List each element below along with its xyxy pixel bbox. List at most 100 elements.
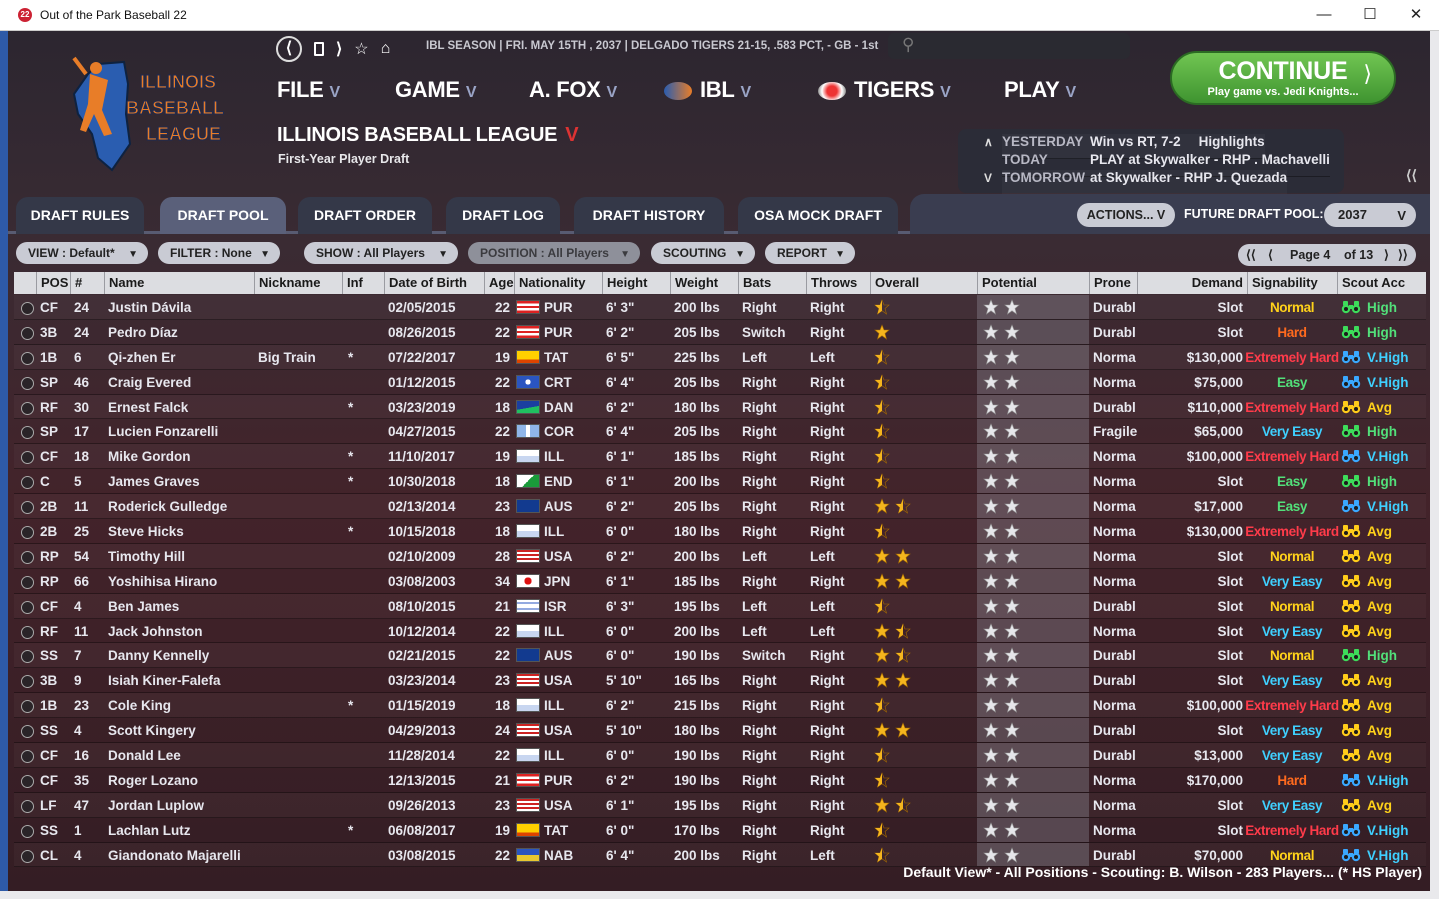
row-select-radio[interactable] [21,774,34,788]
menu-play[interactable]: PLAY V [1004,77,1076,103]
row-select-radio[interactable] [21,849,34,863]
row-select-radio[interactable] [21,700,34,714]
table-row[interactable]: 1B 6 Qi-zhen Er Big Train * 07/22/2017 19 TAT 6'… [14,344,1426,370]
highlights-link[interactable]: Highlights [1198,134,1265,149]
row-select-radio[interactable] [21,799,34,813]
tab-osa-mock-draft[interactable]: OSA MOCK DRAFT [738,197,898,234]
table-row[interactable]: RP 54 Timothy Hill 02/10/2009 28 USA 6' 2" 200 … [14,543,1426,569]
column-inf[interactable]: Inf [342,272,384,294]
tab-draft-rules[interactable]: DRAFT RULES [16,197,144,234]
table-row[interactable]: CF 18 Mike Gordon * 11/10/2017 19 ILL 6' 1" 185 … [14,444,1426,470]
actions-dropdown[interactable]: ACTIONS... V [1077,203,1175,227]
position-dropdown[interactable]: POSITION : All Players ▼ [468,242,640,264]
table-row[interactable]: 1B 23 Cole King * 01/15/2019 18 ILL 6' 2" 215 lb… [14,693,1426,719]
league-title[interactable]: ILLINOIS BASEBALL LEAGUE V [277,124,579,147]
cell-name[interactable]: Ben James [108,598,180,614]
cell-name[interactable]: Timothy Hill [108,548,186,564]
row-select-radio[interactable] [21,824,34,838]
cell-name[interactable]: Roger Lozano [108,772,198,788]
home-icon[interactable]: ⌂ [380,40,391,57]
prev-page-icon[interactable]: ⟨ [1268,248,1273,262]
column-height[interactable]: Height [602,272,670,294]
chevron-down-icon[interactable]: V [984,171,993,185]
table-row[interactable]: SP 46 Craig Evered 01/12/2015 22 CRT 6' 4" 205 … [14,369,1426,395]
report-dropdown[interactable]: REPORT ▼ [765,242,855,264]
row-select-radio[interactable] [21,675,34,689]
last-page-icon[interactable]: ⟩⟩ [1398,248,1408,262]
column-scout-acc[interactable]: Scout Acc [1337,272,1426,294]
row-select-radio[interactable] [21,351,34,365]
table-row[interactable]: LF 47 Jordan Luplow 09/26/2013 23 USA 6' 1" 195… [14,792,1426,818]
menu-league[interactable]: IBL V [664,77,751,103]
row-select-radio[interactable] [21,302,34,315]
column-dob[interactable]: Date of Birth [384,272,484,294]
column-age[interactable]: Age [484,272,514,294]
cell-name[interactable]: Scott Kingery [108,723,196,739]
column-signability[interactable]: Signability [1247,272,1337,294]
column-potential[interactable]: Potential [977,272,1089,294]
continue-button[interactable]: CONTINUE Play game vs. Jedi Knights... ⟩ [1170,51,1396,105]
column-throws[interactable]: Throws [806,272,870,294]
column-demand[interactable]: Demand [1137,272,1247,294]
column-name[interactable]: Name [104,272,254,294]
cell-name[interactable]: Donald Lee [108,748,181,764]
table-row[interactable]: CF 4 Ben James 08/10/2015 21 ISR 6' 3" 195 lbs L… [14,593,1426,619]
cell-name[interactable]: Yoshihisa Hirano [108,573,218,589]
menu-file[interactable]: FILE V [277,77,340,103]
chevron-up-icon[interactable]: ∧ [984,135,993,149]
table-row[interactable]: CF 16 Donald Lee 11/28/2014 22 ILL 6' 0" 190 lb… [14,743,1426,768]
cell-name[interactable]: Isiah Kiner-Falefa [108,673,221,689]
cell-name[interactable]: Ernest Falck [108,399,189,415]
table-row[interactable]: CL 4 Giandonato Majarelli 03/08/2015 22 NAB 6'… [14,842,1426,868]
forward-icon[interactable]: ⟩ [336,41,343,58]
menu-game[interactable]: GAME V [395,77,476,103]
minimize-button[interactable]: — [1316,6,1332,23]
table-row[interactable]: RF 11 Jack Johnston 10/12/2014 22 ILL 6' 0" 200… [14,618,1426,644]
table-row[interactable]: 2B 11 Roderick Gulledge 02/13/2014 23 AUS 6' 2… [14,494,1426,520]
table-row[interactable]: 2B 25 Steve Hicks * 10/15/2018 18 ILL 6' 0" 180 … [14,519,1426,544]
row-select-radio[interactable] [21,600,34,614]
maximize-button[interactable]: ☐ [1363,6,1377,23]
row-select-radio[interactable] [21,526,34,540]
column-overall[interactable]: Overall [870,272,977,294]
table-row[interactable]: RP 66 Yoshihisa Hirano 03/08/2003 34 JPN 6' 1"… [14,568,1426,594]
row-select-radio[interactable] [21,501,34,515]
cell-name[interactable]: Craig Evered [108,374,192,390]
row-select-radio[interactable] [21,625,34,639]
cell-name[interactable]: Justin Dávila [108,300,192,315]
table-row[interactable]: CF 24 Justin Dávila 02/05/2015 22 PUR 6' 3" 200… [14,295,1426,320]
row-select-radio[interactable] [21,476,34,490]
row-select-radio[interactable] [21,550,34,564]
table-row[interactable]: SS 4 Scott Kingery 04/29/2013 24 USA 5' 10" 180… [14,718,1426,744]
filter-dropdown[interactable]: FILTER : None ▼ [158,242,280,264]
row-select-radio[interactable] [21,326,34,340]
back-icon[interactable]: ⟨ [276,36,302,62]
column-pos[interactable]: POS [36,272,70,294]
column-nickname[interactable]: Nickname [254,272,342,294]
row-select-radio[interactable] [21,451,34,465]
table-row[interactable]: RF 30 Ernest Falck * 03/23/2019 18 DAN 6' 2" 180… [14,394,1426,420]
tab-draft-history[interactable]: DRAFT HISTORY [574,197,724,234]
cell-name[interactable]: Giandonato Majarelli [108,847,241,863]
column-bats[interactable]: Bats [738,272,806,294]
cell-name[interactable]: Steve Hicks [108,524,184,540]
row-select-radio[interactable] [21,575,34,589]
column-prone[interactable]: Prone [1089,272,1137,294]
table-row[interactable]: SS 7 Danny Kennelly 02/21/2015 22 AUS 6' 0" 190… [14,643,1426,669]
search-input[interactable]: ⚲ [888,33,1130,59]
cell-name[interactable]: Danny Kennelly [108,648,210,664]
close-button[interactable]: ✕ [1409,6,1423,23]
cell-name[interactable]: Lachlan Lutz [108,822,191,838]
table-row[interactable]: SS 1 Lachlan Lutz * 06/08/2017 19 TAT 6' 0" 170 … [14,817,1426,843]
row-select-radio[interactable] [21,650,34,664]
table-row[interactable]: C 5 James Graves * 10/30/2018 18 END 6' 1" 200 l… [14,469,1426,495]
row-select-radio[interactable] [21,750,34,764]
first-page-icon[interactable]: ⟨⟨ [1246,248,1256,262]
row-select-radio[interactable] [21,426,34,440]
next-page-icon[interactable]: ⟩ [1384,248,1389,262]
future-pool-year-select[interactable]: 2037 V [1324,203,1416,227]
column-nationality[interactable]: Nationality [514,272,602,294]
row-select-radio[interactable] [21,376,34,390]
scouting-dropdown[interactable]: SCOUTING ▼ [651,242,755,264]
table-row[interactable]: 3B 24 Pedro Díaz 08/26/2015 22 PUR 6' 2" 205 lb… [14,319,1426,345]
